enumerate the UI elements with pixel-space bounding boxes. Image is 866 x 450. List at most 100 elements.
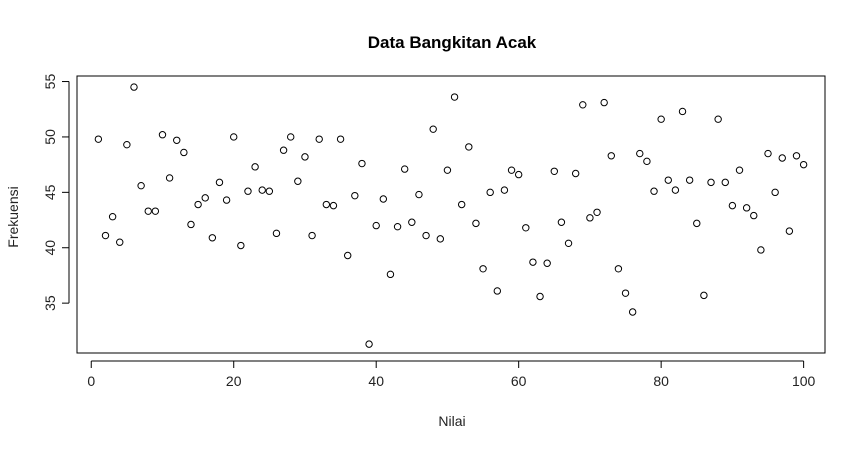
data-point xyxy=(742,204,751,212)
data-point xyxy=(322,200,331,209)
data-point xyxy=(308,231,316,240)
data-point xyxy=(522,224,530,232)
data-point xyxy=(108,213,117,221)
data-point xyxy=(678,107,687,116)
y-tick-label: 55 xyxy=(42,74,58,90)
data-point xyxy=(315,135,323,143)
data-point xyxy=(94,135,103,143)
data-point xyxy=(757,246,765,254)
data-point xyxy=(372,221,380,230)
y-axis-label: Frekuensi xyxy=(5,186,21,247)
data-point xyxy=(728,201,737,210)
data-point xyxy=(443,166,452,174)
data-point xyxy=(579,101,587,109)
x-tick-label: 100 xyxy=(792,373,816,389)
y-tick-label: 45 xyxy=(42,184,58,200)
y-tick-label: 35 xyxy=(42,295,58,311)
plot-frame xyxy=(76,75,826,354)
data-point xyxy=(607,152,615,160)
data-point xyxy=(415,190,423,199)
data-point xyxy=(408,218,416,226)
data-point xyxy=(173,136,181,144)
data-point xyxy=(329,201,338,210)
x-tick-label: 20 xyxy=(226,373,242,389)
data-point xyxy=(351,191,359,200)
data-point xyxy=(272,229,281,238)
data-point xyxy=(422,231,430,240)
data-point xyxy=(536,292,544,301)
data-point xyxy=(799,160,808,169)
data-point xyxy=(493,287,502,295)
y-axis: 35 40 45 50 55 xyxy=(42,74,70,311)
x-axis-label: Nilai xyxy=(438,413,465,429)
x-tick-label: 0 xyxy=(87,373,95,389)
data-point xyxy=(158,131,167,139)
data-point xyxy=(237,241,245,250)
data-point xyxy=(664,176,672,184)
data-point xyxy=(165,174,174,182)
data-point xyxy=(621,289,630,297)
y-tick-label: 40 xyxy=(42,240,58,256)
data-point xyxy=(735,166,744,174)
x-tick-label: 40 xyxy=(368,373,384,389)
data-points xyxy=(94,83,808,348)
data-point xyxy=(479,265,487,273)
data-point xyxy=(287,133,295,141)
data-point xyxy=(144,207,152,215)
data-point xyxy=(486,188,494,197)
data-point xyxy=(671,186,680,194)
data-point xyxy=(693,219,701,228)
data-point xyxy=(500,186,509,194)
data-point xyxy=(792,152,801,160)
data-point xyxy=(222,196,231,204)
data-point xyxy=(714,115,722,123)
data-point xyxy=(514,170,523,179)
data-point xyxy=(457,200,466,209)
data-point xyxy=(379,195,388,203)
data-point xyxy=(721,178,729,187)
data-point xyxy=(400,165,409,173)
data-point xyxy=(244,187,252,195)
chart-title: Data Bangkitan Acak xyxy=(368,33,537,52)
data-point xyxy=(465,143,473,151)
data-point xyxy=(785,227,794,235)
data-point xyxy=(529,258,537,266)
data-point xyxy=(137,181,145,190)
data-point xyxy=(657,115,665,123)
data-point xyxy=(643,157,651,166)
data-point xyxy=(301,153,309,161)
data-point xyxy=(365,340,373,348)
data-point xyxy=(778,154,786,162)
data-point xyxy=(707,178,715,187)
data-point xyxy=(685,176,694,184)
data-point xyxy=(571,169,580,178)
data-point xyxy=(279,146,288,154)
data-point xyxy=(614,265,623,273)
data-point xyxy=(429,125,437,133)
data-point xyxy=(593,208,601,216)
data-point xyxy=(436,235,445,243)
data-point xyxy=(507,166,516,174)
data-point xyxy=(700,291,708,300)
data-point xyxy=(393,222,402,231)
data-point xyxy=(344,251,352,260)
data-point xyxy=(564,239,573,248)
data-point xyxy=(180,148,188,157)
data-point xyxy=(258,186,266,194)
data-point xyxy=(543,259,551,267)
data-point xyxy=(116,238,124,246)
data-point xyxy=(151,207,160,215)
data-point xyxy=(472,219,480,228)
data-point xyxy=(187,220,195,229)
data-point xyxy=(628,308,637,316)
data-point xyxy=(557,218,566,226)
data-point xyxy=(750,211,758,220)
x-axis: 0 20 40 60 80 100 xyxy=(87,360,816,389)
y-tick-label: 50 xyxy=(42,129,58,145)
data-point xyxy=(208,234,217,242)
data-point xyxy=(358,159,366,168)
data-point xyxy=(600,98,608,107)
data-point xyxy=(130,83,138,91)
data-point xyxy=(123,140,131,149)
